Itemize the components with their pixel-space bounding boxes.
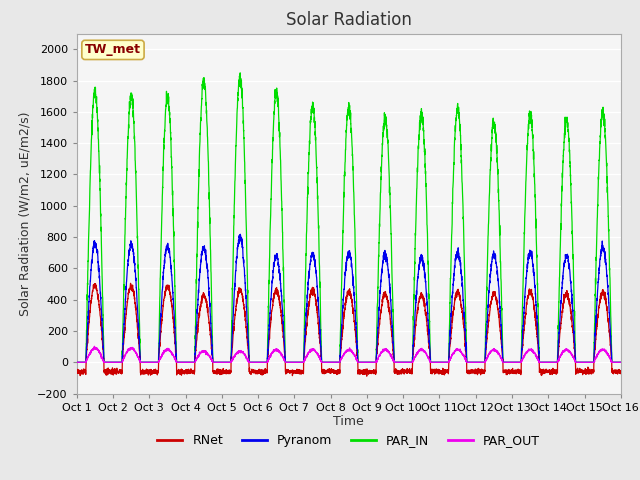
PAR_IN [617,360,625,365]
Line: PAR_IN: PAR_IN [77,73,621,362]
PAR_IN [236,70,244,76]
Title: Solar Radiation: Solar Radiation [286,11,412,29]
RNet [329,369,337,374]
Line: RNet: RNet [77,283,621,376]
PAR_OUT [616,360,624,365]
RNet [73,367,81,373]
PAR_OUT [329,360,337,365]
PAR_OUT [91,343,99,349]
PAR_OUT [73,360,81,365]
PAR_OUT [441,360,449,365]
PAR_OUT [617,360,625,365]
PAR_IN [616,360,624,365]
PAR_IN [502,360,509,365]
Pyranom [502,360,509,365]
RNet [127,280,134,286]
Legend: RNet, Pyranom, PAR_IN, PAR_OUT: RNet, Pyranom, PAR_IN, PAR_OUT [152,429,545,452]
PAR_OUT [171,356,179,361]
Line: PAR_OUT: PAR_OUT [77,346,621,362]
RNet [471,369,479,374]
Pyranom [441,360,449,365]
PAR_IN [171,266,179,272]
Pyranom [471,360,479,365]
PAR_IN [329,360,337,365]
Pyranom [73,360,81,365]
Pyranom [616,360,624,365]
Pyranom [236,231,244,237]
Text: TW_met: TW_met [85,43,141,56]
Y-axis label: Solar Radiation (W/m2, uE/m2/s): Solar Radiation (W/m2, uE/m2/s) [19,111,32,316]
PAR_IN [471,360,479,365]
RNet [441,369,449,375]
RNet [616,369,624,375]
Line: Pyranom: Pyranom [77,234,621,362]
PAR_IN [441,360,449,365]
RNet [363,373,371,379]
Pyranom [329,360,337,365]
Pyranom [171,321,179,327]
Pyranom [617,360,625,365]
RNet [502,369,509,375]
PAR_OUT [471,360,479,365]
RNet [617,368,625,374]
PAR_IN [73,360,81,365]
RNet [171,334,179,340]
PAR_OUT [502,360,509,365]
X-axis label: Time: Time [333,415,364,429]
